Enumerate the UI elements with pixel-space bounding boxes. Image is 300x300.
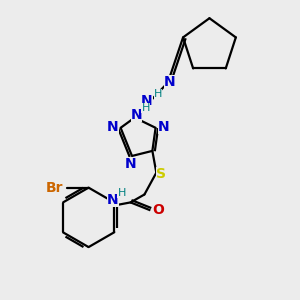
Text: H: H [154,88,162,98]
Text: N: N [125,157,137,171]
Text: H: H [141,103,150,113]
Text: S: S [156,167,166,181]
Text: N: N [141,94,153,109]
Text: Br: Br [46,181,64,195]
Text: N: N [164,75,176,88]
Text: N: N [107,120,118,134]
Text: N: N [158,120,169,134]
Text: O: O [152,203,164,217]
Text: N: N [107,194,118,207]
Text: N: N [131,108,142,122]
Text: H: H [118,188,126,199]
